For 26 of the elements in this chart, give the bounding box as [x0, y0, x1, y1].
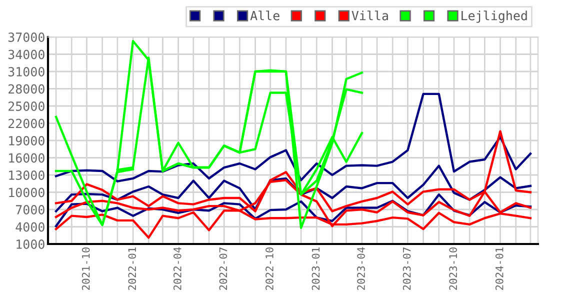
y-tick-label: 28000	[8, 84, 44, 94]
x-tick-label: 2022-07	[219, 248, 228, 290]
y-tick-label: 25000	[8, 102, 44, 111]
x-tick-label: 2024-01	[495, 247, 504, 290]
y-tick-label: 37000	[8, 32, 44, 42]
y-tick-label: 1000	[16, 240, 44, 249]
x-tick-label: 2022-01	[128, 247, 136, 290]
legend-label: Lejlighed	[462, 10, 527, 23]
y-tick-label: 16000	[9, 153, 44, 163]
x-tick-label: 2023-10	[449, 247, 458, 290]
y-tick-label: 7000	[16, 205, 44, 214]
x-tick-label: 2022-10	[266, 247, 274, 290]
legend-label: Villa	[352, 10, 388, 20]
x-tick-label: 2022-04	[173, 247, 182, 290]
y-tick-label: 13000	[9, 170, 44, 180]
y-tick-label: 10000	[9, 188, 44, 198]
x-tick-label: 2023-04	[357, 247, 365, 290]
y-tick-label: 4000	[16, 222, 44, 232]
y-tick-label: 22000	[8, 118, 44, 128]
x-tick-label: 2021-10	[82, 247, 90, 290]
y-tick-label: 34000	[8, 50, 44, 60]
x-tick-label: 2023-07	[402, 248, 411, 290]
y-tick-label: 31000	[8, 67, 44, 76]
y-tick-label: 19000	[9, 136, 44, 146]
x-tick-label: 2023-01	[312, 247, 320, 290]
legend-label: Alle	[250, 10, 280, 20]
